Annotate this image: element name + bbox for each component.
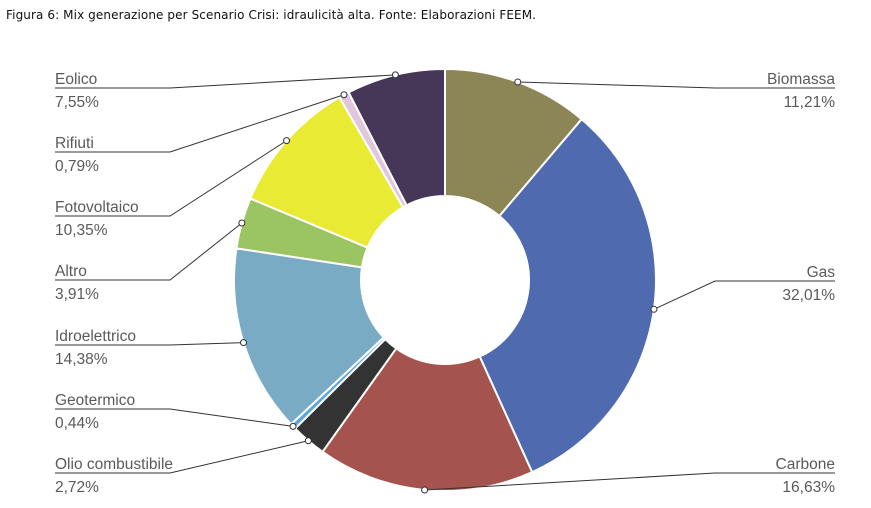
leader-dot-olio-combustibile: [304, 437, 312, 445]
label-name-biomassa: Biomassa: [767, 71, 835, 88]
leader-dot-carbone: [421, 486, 429, 494]
label-name-eolico: Eolico: [55, 71, 97, 88]
label-name-fotovoltaico: Fotovoltaico: [55, 199, 139, 216]
label-name-altro: Altro: [55, 263, 87, 280]
slice-carbone: [321, 347, 534, 492]
leader-dot-rifiuti: [340, 91, 348, 99]
leader-line-eolico: [55, 74, 396, 89]
label-value-idroelettrico: 14,38%: [55, 351, 108, 368]
label-name-carbone: Carbone: [776, 456, 835, 473]
label-value-fotovoltaico: 10,35%: [55, 222, 108, 239]
leader-line-idroelettrico: [55, 342, 244, 346]
chart-slices: [233, 67, 657, 492]
label-value-geotermico: 0,44%: [55, 415, 99, 432]
label-name-gas: Gas: [807, 264, 836, 281]
leader-dot-eolico: [391, 71, 399, 79]
label-name-olio-combustibile: Olio combustibile: [55, 456, 173, 473]
leader-line-gas: [653, 280, 835, 310]
leader-dot-geotermico: [289, 422, 297, 430]
leader-line-rifiuti: [55, 94, 345, 153]
leader-dot-idroelettrico: [239, 339, 247, 347]
chart-labels: Biomassa 11,21% Gas 32,01% Carbone 16,63% Olio…: [55, 71, 835, 496]
slice-idroelettrico: [233, 247, 386, 426]
leader-line-altro: [55, 222, 243, 281]
label-value-carbone: 16,63%: [782, 479, 835, 496]
slice-biomassa: [444, 67, 584, 218]
leader-line-fotovoltaico: [55, 140, 287, 217]
label-name-rifiuti: Rifiuti: [55, 135, 94, 152]
label-value-eolico: 7,55%: [55, 94, 99, 111]
leader-dot-biomassa: [514, 78, 522, 86]
slice-gas: [478, 117, 657, 474]
leader-dot-fotovoltaico: [283, 137, 291, 145]
leader-dot-altro: [238, 219, 246, 227]
chart-leader-lines: [55, 71, 835, 494]
label-name-idroelettrico: Idroelettrico: [55, 328, 136, 345]
label-value-biomassa: 11,21%: [784, 94, 836, 111]
figure-caption: Figura 6: Mix generazione per Scenario C…: [6, 8, 537, 22]
label-value-altro: 3,91%: [55, 286, 99, 303]
label-value-gas: 32,01%: [782, 287, 835, 304]
label-name-geotermico: Geotermico: [55, 392, 135, 409]
label-value-olio-combustibile: 2,72%: [55, 479, 99, 496]
leader-line-olio-combustibile: [55, 440, 309, 474]
leader-line-carbone: [424, 472, 835, 491]
slice-eolico: [347, 67, 446, 207]
leader-line-biomassa: [517, 81, 835, 89]
leader-dot-gas: [650, 305, 658, 313]
leader-line-geotermico: [55, 408, 294, 427]
label-value-rifiuti: 0,79%: [55, 158, 99, 175]
